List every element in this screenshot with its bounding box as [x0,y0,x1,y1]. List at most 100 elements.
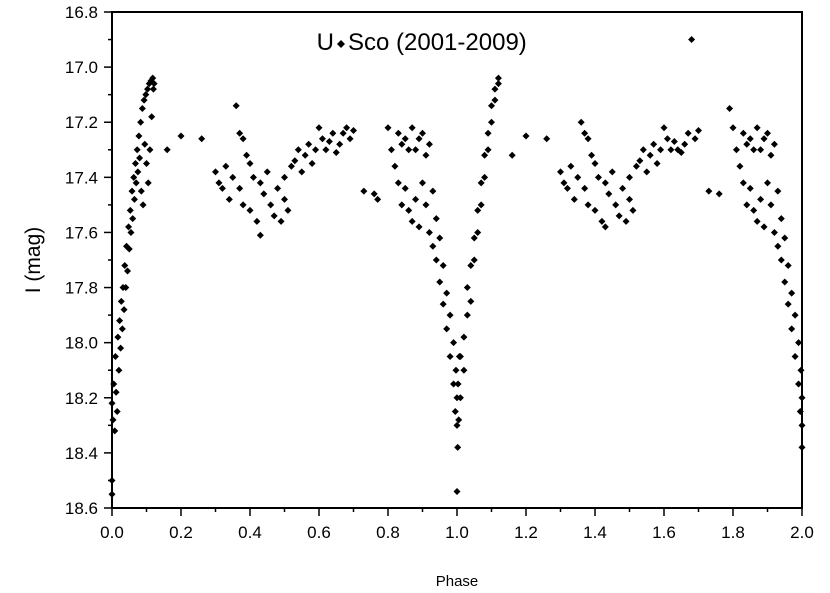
data-point [488,102,495,110]
data-point [212,168,219,176]
data-point [177,132,185,140]
data-point [148,113,156,121]
y-tick-label: 18.2 [65,389,98,408]
data-point [522,132,530,140]
data-point [588,151,596,159]
data-point [124,267,132,275]
data-point [312,146,320,154]
data-point [557,168,564,176]
data-point [291,157,299,165]
data-point [784,262,792,270]
data-point [329,129,337,137]
data-point [128,187,136,195]
x-tick-label: 0.6 [307,523,331,542]
data-point [681,140,689,148]
data-point [109,416,117,424]
data-point [429,242,437,250]
data-point [629,206,637,214]
x-tick-label: 1.0 [445,523,469,542]
data-point [260,190,268,198]
data-point [484,146,492,154]
data-point [636,157,644,165]
x-tick-label: 0.0 [100,523,124,542]
data-point [770,228,778,236]
data-point [350,126,357,134]
data-point [477,201,485,209]
data-point [601,223,609,231]
data-point [452,366,460,374]
data-point [144,85,152,93]
data-point [450,339,458,347]
data-point [705,187,713,195]
data-point [691,135,699,143]
data-point [781,234,789,242]
data-point [781,278,789,286]
data-point [491,96,499,104]
data-point [243,151,251,159]
x-tick-label: 1.4 [583,523,607,542]
x-tick-label: 1.8 [721,523,745,542]
data-point [463,311,471,319]
data-point [581,129,589,137]
data-point [454,380,462,388]
data-point [133,146,141,154]
y-tick-label: 16.8 [65,3,98,22]
data-point [574,173,582,181]
data-point [374,195,382,203]
data-point [343,124,351,132]
data-point [143,160,150,168]
data-point [108,490,116,498]
data-point [249,173,257,181]
data-point [601,179,609,187]
data-point [263,168,271,176]
data-point [767,201,775,209]
data-point [684,129,692,137]
data-point [122,242,130,250]
data-point [394,179,402,187]
data-point [117,297,125,305]
data-point [267,201,275,209]
data-point [108,399,116,407]
data-point [146,146,154,154]
data-point [795,380,803,388]
data-point [453,487,461,495]
data-point [450,380,458,388]
data-point [394,129,402,137]
data-point [439,300,447,308]
data-point [764,179,771,187]
data-point [256,179,264,187]
data-point [753,217,761,225]
data-point [360,187,368,195]
data-point [120,306,128,314]
data-point [415,135,423,143]
y-tick-label: 17.6 [65,223,98,242]
data-point [729,124,737,132]
data-point [715,190,723,198]
data-point [570,195,578,203]
y-tick-label: 18.6 [65,499,98,518]
data-point [425,140,433,148]
data-point [753,124,761,132]
data-point [318,135,326,143]
data-point [370,190,378,198]
data-point [256,231,264,239]
data-point [112,388,120,396]
data-point [149,85,157,93]
data-point [567,162,575,170]
data-point [760,135,768,143]
data-point [455,416,463,424]
data-point [117,344,125,352]
x-tick-label: 1.2 [514,523,538,542]
data-point [274,184,282,192]
data-point [322,146,330,154]
data-point [408,124,416,132]
data-point [443,289,451,297]
data-point [121,262,129,270]
data-point [688,36,696,44]
data-point [222,162,230,170]
plot-frame [111,11,803,509]
y-tick-label: 17.8 [65,279,98,298]
data-point [777,215,785,223]
data-point [784,300,792,308]
data-point [110,380,118,388]
